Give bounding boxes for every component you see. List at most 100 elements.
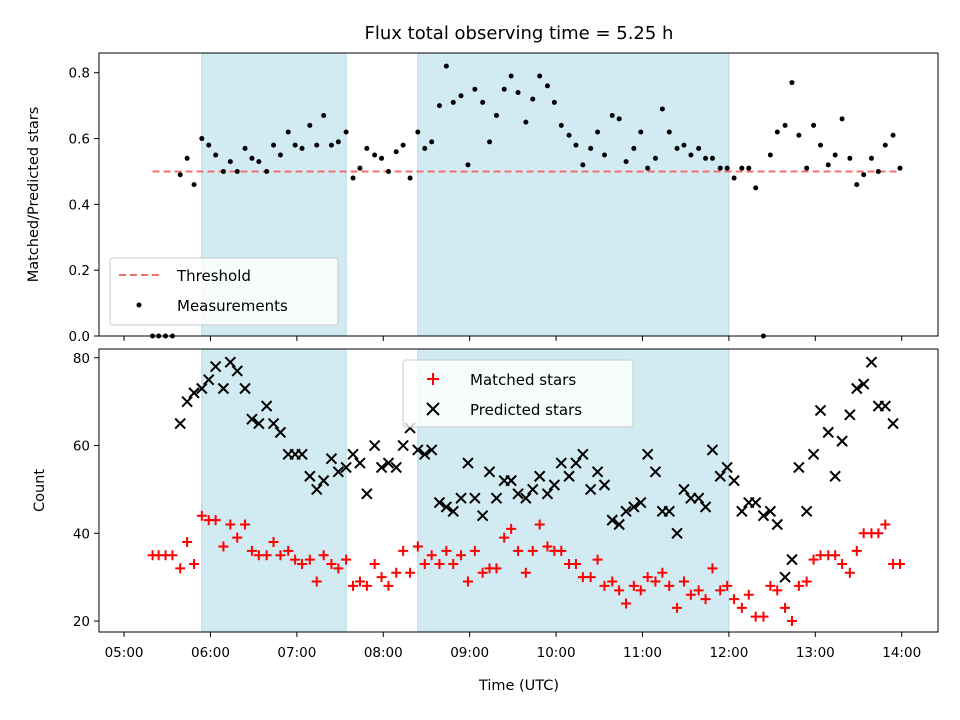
- matched-point: [175, 563, 186, 574]
- ratio-shaded-intervals: [201, 52, 730, 337]
- legend-predicted-swatch: [426, 402, 440, 416]
- predicted-point: [779, 571, 791, 583]
- matched-point: [326, 558, 337, 569]
- predicted-point: [641, 448, 654, 461]
- measurement-point: [400, 142, 406, 148]
- measurement-point: [328, 142, 334, 148]
- count-y-tick-label: 40: [73, 526, 90, 542]
- measurement-point: [709, 155, 715, 161]
- matched-point: [534, 519, 545, 530]
- measurement-point: [573, 142, 579, 148]
- matched-point: [232, 532, 243, 543]
- measurement-point: [782, 122, 788, 128]
- count-x-axis: 05:00 06:00 07:00 08:00 09:00 10:00 11:00 12:00…: [105, 632, 921, 661]
- matched-point: [376, 572, 387, 583]
- matched-point: [462, 576, 473, 587]
- matched-point: [772, 585, 783, 596]
- predicted-point: [628, 501, 640, 513]
- matched-point: [513, 545, 524, 556]
- measurement-point: [666, 129, 672, 135]
- predicted-point: [253, 417, 265, 430]
- predicted-point: [663, 505, 675, 518]
- measurement-point: [537, 73, 543, 79]
- measurement-point: [343, 129, 349, 135]
- x-tick-label: 07:00: [277, 645, 316, 661]
- matched-point: [851, 545, 862, 556]
- measurement-point: [407, 175, 413, 181]
- matched-point: [506, 523, 517, 534]
- measurement-point: [616, 116, 622, 122]
- measurement-point: [652, 155, 658, 161]
- matched-point: [369, 558, 380, 569]
- matched-point: [218, 541, 229, 552]
- predicted-point: [671, 527, 683, 539]
- predicted-point: [548, 479, 561, 491]
- matched-point: [642, 572, 653, 583]
- matched-point: [570, 558, 581, 569]
- measurement-point: [847, 155, 853, 161]
- measurement-point: [580, 162, 586, 168]
- measurement-point: [350, 175, 356, 181]
- ratio-panel: 0.00.20.40.60.8 Matched/Predicted stars …: [26, 52, 939, 345]
- measurement-point: [335, 139, 341, 145]
- measurement-point: [487, 139, 493, 145]
- matched-point: [758, 611, 769, 622]
- predicted-point: [714, 470, 726, 482]
- predicted-point: [196, 382, 208, 395]
- measurement-point: [213, 152, 219, 158]
- matched-point: [491, 563, 502, 574]
- matched-point: [189, 558, 200, 569]
- measurement-point: [364, 145, 370, 151]
- legend-predicted-label: Predicted stars: [470, 401, 582, 419]
- predicted-point: [606, 514, 618, 526]
- measurement-point: [890, 132, 896, 138]
- predicted-point: [757, 510, 770, 522]
- measurement-point: [501, 86, 507, 92]
- predicted-point: [239, 382, 251, 395]
- measurement-point: [372, 152, 378, 158]
- measurement-point: [897, 165, 903, 171]
- matched-point: [499, 532, 510, 543]
- matched-point: [275, 550, 286, 561]
- predicted-point: [541, 488, 554, 500]
- count-y-tick-label: 20: [73, 614, 90, 630]
- measurement-point: [839, 116, 845, 122]
- measurement-point: [854, 182, 860, 188]
- predicted-point: [469, 492, 481, 504]
- matched-point: [361, 580, 372, 591]
- matched-point: [621, 598, 632, 609]
- measurement-point: [825, 162, 831, 168]
- predicted-point: [188, 387, 200, 399]
- predicted-point: [879, 400, 891, 412]
- predicted-point: [181, 395, 193, 408]
- measurement-point: [638, 129, 644, 135]
- legend-matched-label: Matched stars: [470, 371, 576, 389]
- matched-point: [664, 580, 675, 591]
- measurement-point: [285, 129, 291, 135]
- matched-point: [844, 567, 855, 578]
- measurement-point: [199, 136, 205, 142]
- predicted-point: [332, 466, 345, 478]
- predicted-point: [368, 439, 381, 452]
- predicted-point: [749, 496, 762, 509]
- measurement-point: [493, 113, 499, 119]
- predicted-point: [375, 461, 388, 474]
- measurement-point: [206, 142, 212, 148]
- matched-point: [261, 550, 272, 561]
- predicted-point: [527, 483, 539, 496]
- measurement-point: [804, 165, 810, 171]
- matched-point: [599, 580, 610, 591]
- x-tick-label: 13:00: [796, 645, 835, 661]
- measurement-point: [696, 145, 702, 151]
- predicted-point: [844, 409, 856, 421]
- matched-point: [628, 580, 639, 591]
- matched-point: [333, 563, 344, 574]
- measurement-point: [551, 99, 557, 105]
- matched-point: [419, 558, 430, 569]
- predicted-point: [728, 474, 740, 487]
- measurement-point: [659, 106, 665, 112]
- matched-point: [290, 554, 301, 565]
- matched-point: [873, 528, 884, 539]
- measurement-point: [681, 142, 687, 148]
- matched-point: [456, 550, 467, 561]
